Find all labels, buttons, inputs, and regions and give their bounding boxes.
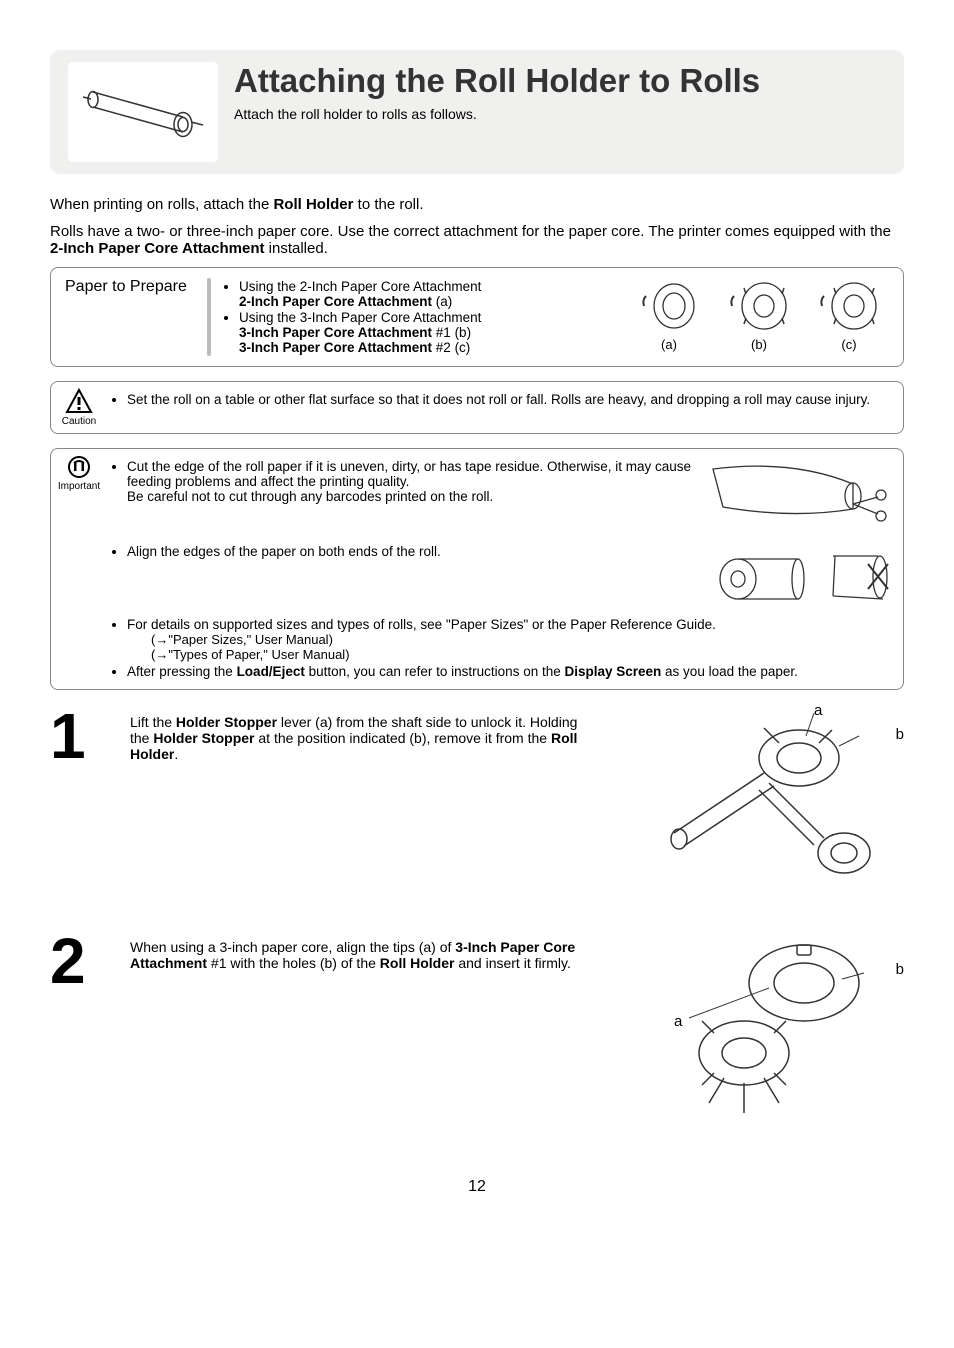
roll-icon — [68, 62, 218, 162]
header-panel: Attaching the Roll Holder to Rolls Attac… — [50, 50, 904, 174]
step-figure: a b — [614, 933, 904, 1138]
caution-text: Set the roll on a table or other flat su… — [127, 392, 893, 407]
header-text: Attaching the Roll Holder to Rolls Attac… — [234, 62, 760, 122]
text-bold: Display Screen — [564, 664, 661, 679]
step-text: Lift the Holder Stopper lever (a) from t… — [130, 708, 594, 893]
divider — [207, 278, 211, 356]
caution-box: Caution Set the roll on a table or other… — [50, 381, 904, 434]
text: to the roll. — [353, 196, 423, 213]
text-bold: Roll Holder — [273, 196, 353, 213]
prepare-label: Paper to Prepare — [65, 278, 195, 296]
text: #1 (b) — [432, 325, 471, 340]
page-title: Attaching the Roll Holder to Rolls — [234, 62, 760, 100]
text: Rolls have a two- or three-inch paper co… — [50, 223, 891, 240]
caution-body: Set the roll on a table or other flat su… — [107, 382, 903, 433]
text: . — [174, 746, 178, 762]
text: (a) — [432, 294, 452, 309]
text: at the position indicated (b), remove it… — [254, 730, 550, 746]
step-number: 2 — [50, 933, 110, 1138]
text: Be careful not to cut through any barcod… — [127, 489, 493, 504]
prepare-panel: Paper to Prepare Using the 2-Inch Paper … — [50, 267, 904, 367]
page-number: 12 — [50, 1178, 904, 1196]
list-item: Using the 3-Inch Paper Core Attachment 3… — [239, 310, 481, 355]
text-bold: 2-Inch Paper Core Attachment — [50, 240, 265, 257]
text-bold: Holder Stopper — [153, 730, 254, 746]
figure-label-a: a — [674, 1013, 682, 1030]
text-bold: 3-Inch Paper Core Attachment — [239, 340, 432, 355]
text: After pressing the — [127, 664, 237, 679]
text: Align the edges of the paper on both end… — [127, 544, 693, 559]
text: #2 (c) — [432, 340, 470, 355]
text-bold: Load/Eject — [237, 664, 305, 679]
important-box: Important Cut the edge of the roll paper… — [50, 448, 904, 690]
list-item: Using the 2-Inch Paper Core Attachment 2… — [239, 279, 481, 309]
text: Lift the — [130, 714, 176, 730]
step-1: 1 Lift the Holder Stopper lever (a) from… — [50, 708, 904, 893]
text: as you load the paper. — [661, 664, 798, 679]
list-item: Align the edges of the paper on both end… — [127, 544, 893, 607]
step-2: 2 When using a 3-inch paper core, align … — [50, 933, 904, 1138]
scissors-figure — [703, 459, 893, 532]
prepare-figures: (a) (b) (c) — [629, 278, 889, 352]
page-subtitle: Attach the roll holder to rolls as follo… — [234, 106, 760, 122]
figure-label: (b) — [751, 337, 767, 352]
important-label: Important — [58, 481, 100, 492]
figure-label: (a) — [661, 337, 677, 352]
figure-label-b: b — [896, 961, 904, 978]
list-item: For details on supported sizes and types… — [127, 617, 893, 662]
figure-label: (c) — [841, 337, 856, 352]
text: Using the 2-Inch Paper Core Attachment — [239, 279, 481, 294]
text-bold: 3-Inch Paper Core Attachment — [239, 325, 432, 340]
roll-ends-figure — [703, 544, 893, 607]
figure-label-b: b — [896, 726, 904, 743]
text: (→"Types of Paper," User Manual) — [127, 647, 893, 662]
text: When printing on rolls, attach the — [50, 196, 273, 213]
warning-icon — [65, 388, 93, 414]
step-text: When using a 3-inch paper core, align th… — [130, 933, 594, 1138]
figure-a: (a) — [629, 278, 709, 352]
text: and insert it firmly. — [454, 955, 570, 971]
text: #1 with the holes (b) of the — [207, 955, 380, 971]
important-body: Cut the edge of the roll paper if it is … — [107, 449, 903, 689]
caution-label: Caution — [62, 416, 96, 427]
important-icon — [67, 455, 91, 479]
caution-icon-col: Caution — [51, 382, 107, 433]
figure-b: (b) — [719, 278, 799, 352]
figure-c: (c) — [809, 278, 889, 352]
intro-paragraph-2: Rolls have a two- or three-inch paper co… — [50, 223, 904, 257]
text-bold: Roll Holder — [380, 955, 455, 971]
text-bold: Holder Stopper — [176, 714, 277, 730]
prepare-list: Using the 2-Inch Paper Core Attachment 2… — [223, 278, 481, 356]
figure-label-a: a — [814, 702, 822, 719]
text: Using the 3-Inch Paper Core Attachment — [239, 310, 481, 325]
text: Cut the edge of the roll paper if it is … — [127, 459, 691, 489]
text: For details on supported sizes and types… — [127, 617, 716, 632]
list-item: After pressing the Load/Eject button, yo… — [127, 664, 893, 679]
text-bold: 2-Inch Paper Core Attachment — [239, 294, 432, 309]
step-figure: a b — [614, 708, 904, 893]
important-icon-col: Important — [51, 449, 107, 689]
text: (→"Paper Sizes," User Manual) — [127, 632, 893, 647]
text: installed. — [265, 240, 328, 257]
intro-paragraph-1: When printing on rolls, attach the Roll … — [50, 196, 904, 213]
step-number: 1 — [50, 708, 110, 893]
list-item: Cut the edge of the roll paper if it is … — [127, 459, 893, 532]
text: button, you can refer to instructions on… — [305, 664, 565, 679]
text: When using a 3-inch paper core, align th… — [130, 939, 455, 955]
